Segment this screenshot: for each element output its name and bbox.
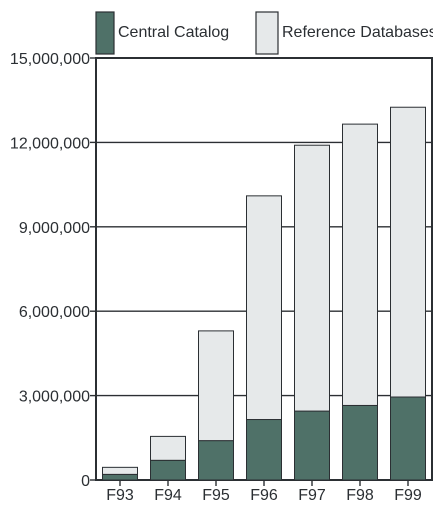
bar-central-catalog [246,419,282,481]
x-tick-label: F94 [154,487,182,504]
x-tick-label: F93 [106,487,134,504]
bar-reference-databases [294,144,330,412]
bar-central-catalog [342,404,378,481]
legend-label-central-catalog: Central Catalog [118,24,229,41]
x-tick-label: F99 [394,487,422,504]
bar-reference-databases [342,123,378,406]
y-tick-label: 9,000,000 [19,220,90,237]
y-tick-label: 15,000,000 [10,51,90,68]
legend-item-reference-databases: Reference Databases [255,11,433,55]
bar-reference-databases [150,435,186,461]
bar-central-catalog [150,459,186,481]
x-tick-label: F98 [346,487,374,504]
y-tick-label: 0 [81,473,90,490]
bar-reference-databases [198,330,234,442]
x-tick-label: F97 [298,487,326,504]
legend-swatch-reference-databases [255,11,279,55]
bar-central-catalog [390,396,426,481]
bar-central-catalog [102,473,138,481]
x-tick-label: F96 [250,487,278,504]
plot-area: 0 3,000,000 6,000,000 9,000,000 12,000,000 15… [10,51,433,504]
y-tick-label: 6,000,000 [19,304,90,321]
bar-reference-databases [246,195,282,421]
y-tick-label: 12,000,000 [10,135,90,152]
legend-label-reference-databases: Reference Databases [282,24,433,41]
bar-reference-databases [390,106,426,398]
y-tick-label: 3,000,000 [19,389,90,406]
bar-central-catalog [294,410,330,481]
legend-item-central-catalog: Central Catalog [95,11,229,55]
x-tick-label: F95 [202,487,230,504]
bar-central-catalog [198,440,234,481]
bar-reference-databases [102,466,138,475]
legend: Central Catalog Reference Databases [95,11,433,55]
legend-swatch-central-catalog [95,11,115,55]
